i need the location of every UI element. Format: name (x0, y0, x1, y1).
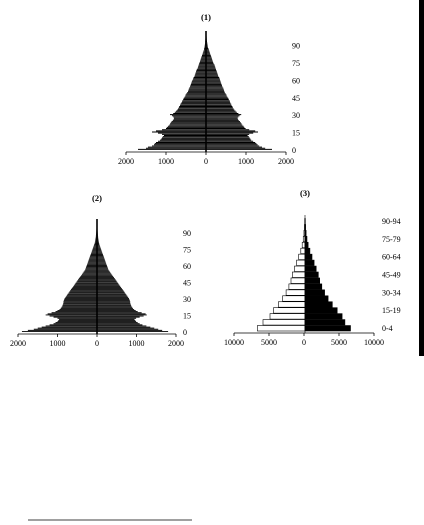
bar-left (300, 247, 306, 254)
chart-3-title: (3) (300, 188, 310, 198)
x-tick-label: 2000 (118, 157, 134, 166)
bar-right (304, 277, 320, 284)
x-tick-label: 0 (204, 157, 208, 166)
chart-2-x-ticks: 2000 1000 0 1000 2000 (10, 334, 184, 348)
bar-right (304, 307, 338, 314)
bar-right (304, 247, 311, 254)
bar-right (304, 313, 343, 320)
age-tick-label: 30 (183, 295, 191, 304)
chart-1-age-labels: 0 15 30 45 60 75 90 (292, 42, 300, 155)
bar-right (304, 271, 319, 278)
chart-3-bars (257, 215, 351, 333)
bar-right (304, 265, 317, 272)
chart-3-age-labels: 0-4 15-19 30-34 45-49 60-64 75-79 90-94 (382, 217, 401, 333)
pyramid-chart-1: (1) 2000 1000 0 1000 2000 0 15 30 45 60 75 90 (118, 12, 300, 166)
x-tick-label: 1000 (129, 339, 145, 348)
age-tick-label: 60-64 (382, 253, 401, 262)
chart-2-title: (2) (92, 193, 102, 203)
age-tick-label: 15-19 (382, 306, 401, 315)
bar-left (273, 307, 306, 314)
bar-left (298, 253, 306, 260)
x-tick-label: 5000 (261, 338, 277, 347)
page-edge-bar (419, 0, 424, 356)
bar-right (304, 295, 329, 302)
age-tick-label: 30 (292, 111, 300, 120)
age-tick-label: 0 (183, 328, 187, 337)
x-tick-label: 1000 (50, 339, 66, 348)
bar-left (301, 241, 306, 249)
age-tick-label: 75 (292, 59, 300, 68)
bar-left (292, 271, 306, 278)
bar-left (269, 313, 306, 320)
bar-right (304, 241, 309, 249)
pyramid-chart-3: (3) 10000 5000 0 5000 10000 0-4 15-19 30-34 45-… (224, 188, 401, 347)
bar-left (278, 301, 306, 308)
bar-right (304, 253, 313, 260)
bar-right (304, 259, 315, 266)
age-tick-label: 90 (292, 42, 300, 51)
bar-left (282, 295, 306, 302)
bar-left (285, 289, 306, 296)
bar-right (304, 325, 351, 332)
x-tick-label: 2000 (278, 157, 294, 166)
pyramid-chart-2: (2) 2000 1000 0 1000 2000 0 15 30 45 60 75 90 (10, 193, 191, 348)
bar-left (294, 265, 306, 272)
age-tick-label: 90 (183, 229, 191, 238)
bar-right (304, 289, 325, 296)
age-tick-label: 75 (183, 246, 191, 255)
bar-right (304, 319, 346, 326)
age-tick-label: 45 (183, 279, 191, 288)
chart-2-bars (21, 219, 169, 334)
chart-1-title: (1) (201, 12, 211, 22)
age-tick-label: 0 (292, 146, 296, 155)
x-tick-label: 10000 (224, 338, 244, 347)
x-tick-label: 0 (302, 338, 306, 347)
age-tick-label: 15 (183, 312, 191, 321)
chart-1-bars (138, 31, 272, 152)
chart-2-age-labels: 0 15 30 45 60 75 90 (183, 229, 191, 337)
bar-right (304, 301, 333, 308)
x-tick-label: 0 (95, 339, 99, 348)
bar-left (296, 259, 306, 266)
age-tick-label: 60 (292, 76, 300, 85)
age-tick-label: 45 (292, 94, 300, 103)
age-tick-label: 0-4 (382, 324, 393, 333)
bar-left (290, 277, 306, 284)
bar-right (304, 283, 323, 290)
bar-left (262, 319, 306, 326)
age-tick-label: 75-79 (382, 235, 401, 244)
x-tick-label: 1000 (238, 157, 254, 166)
age-tick-label: 30-34 (382, 288, 401, 297)
chart-3-x-ticks: 10000 5000 0 5000 10000 (224, 333, 384, 347)
age-tick-label: 90-94 (382, 217, 401, 226)
age-tick-label: 45-49 (382, 271, 401, 280)
x-tick-label: 1000 (158, 157, 174, 166)
x-tick-label: 10000 (364, 338, 384, 347)
x-tick-label: 2000 (168, 339, 184, 348)
x-tick-label: 5000 (331, 338, 347, 347)
bar-left (257, 325, 306, 332)
x-tick-label: 2000 (10, 339, 26, 348)
age-tick-label: 15 (292, 129, 300, 138)
chart-1-x-ticks: 2000 1000 0 1000 2000 (118, 152, 294, 166)
bar-left (288, 283, 306, 290)
age-tick-label: 60 (183, 262, 191, 271)
